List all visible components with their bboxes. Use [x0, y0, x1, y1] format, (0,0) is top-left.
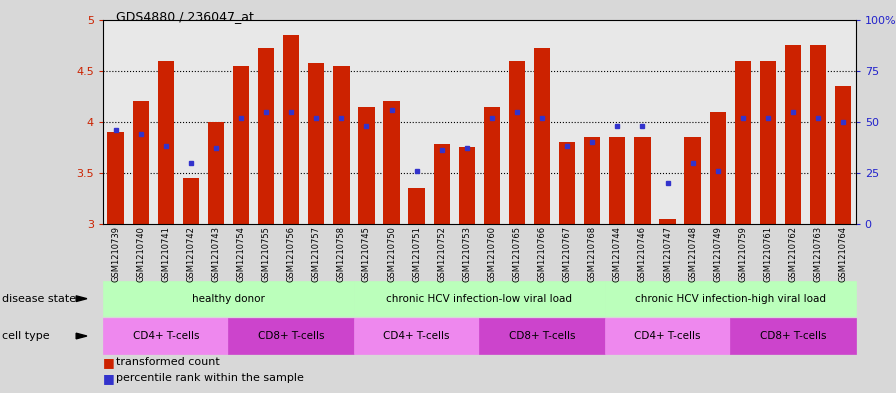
Text: CD4+ T-cells: CD4+ T-cells [133, 331, 199, 341]
Text: GSM1210760: GSM1210760 [487, 226, 496, 282]
Bar [760, 61, 776, 224]
Text: GSM1210758: GSM1210758 [337, 226, 346, 282]
Text: GSM1210762: GSM1210762 [788, 226, 797, 282]
Text: GSM1210741: GSM1210741 [161, 226, 170, 282]
Bar [283, 35, 299, 224]
Text: GSM1210752: GSM1210752 [437, 226, 446, 282]
Bar [233, 66, 249, 224]
Bar [183, 178, 199, 224]
Text: GSM1210750: GSM1210750 [387, 226, 396, 282]
Bar [735, 61, 751, 224]
Bar [108, 132, 124, 224]
Bar [559, 142, 575, 224]
Text: GSM1210766: GSM1210766 [538, 226, 547, 282]
Bar [484, 107, 500, 224]
Text: GSM1210743: GSM1210743 [211, 226, 220, 282]
Text: healthy donor: healthy donor [192, 294, 265, 304]
Text: GSM1210763: GSM1210763 [814, 226, 823, 282]
Text: transformed count: transformed count [116, 357, 220, 367]
Bar [333, 66, 349, 224]
Text: percentile rank within the sample: percentile rank within the sample [116, 373, 305, 383]
Text: GSM1210744: GSM1210744 [613, 226, 622, 282]
Bar [810, 45, 826, 224]
Bar [835, 86, 851, 224]
Bar [308, 62, 324, 224]
Text: GSM1210739: GSM1210739 [111, 226, 120, 282]
Bar [383, 101, 400, 224]
Text: ■: ■ [103, 371, 115, 385]
Text: GSM1210761: GSM1210761 [763, 226, 772, 282]
Text: CD8+ T-cells: CD8+ T-cells [760, 331, 826, 341]
Bar [133, 101, 149, 224]
Text: GSM1210746: GSM1210746 [638, 226, 647, 282]
Bar [258, 48, 274, 224]
Text: GSM1210767: GSM1210767 [563, 226, 572, 282]
Text: disease state: disease state [2, 294, 76, 304]
Bar [158, 61, 174, 224]
Bar [634, 137, 650, 224]
Text: GSM1210768: GSM1210768 [588, 226, 597, 282]
Text: GSM1210745: GSM1210745 [362, 226, 371, 282]
Text: cell type: cell type [2, 331, 49, 341]
Text: GSM1210753: GSM1210753 [462, 226, 471, 282]
Text: GSM1210742: GSM1210742 [186, 226, 195, 282]
Bar [409, 188, 425, 224]
Bar [358, 107, 375, 224]
Bar [785, 45, 801, 224]
Text: chronic HCV infection-low viral load: chronic HCV infection-low viral load [386, 294, 573, 304]
Bar [609, 137, 625, 224]
Text: GSM1210757: GSM1210757 [312, 226, 321, 282]
Text: chronic HCV infection-high viral load: chronic HCV infection-high viral load [634, 294, 826, 304]
Text: GSM1210754: GSM1210754 [237, 226, 246, 282]
Text: GDS4880 / 236047_at: GDS4880 / 236047_at [116, 10, 254, 23]
Bar [685, 137, 701, 224]
Text: GSM1210740: GSM1210740 [136, 226, 145, 282]
Bar [208, 122, 224, 224]
Text: GSM1210759: GSM1210759 [738, 226, 747, 282]
Bar [659, 219, 676, 224]
Bar [509, 61, 525, 224]
Text: GSM1210748: GSM1210748 [688, 226, 697, 282]
Text: GSM1210756: GSM1210756 [287, 226, 296, 282]
Text: CD4+ T-cells: CD4+ T-cells [383, 331, 450, 341]
Bar [434, 144, 450, 224]
Text: GSM1210765: GSM1210765 [513, 226, 521, 282]
Text: CD4+ T-cells: CD4+ T-cells [634, 331, 701, 341]
Text: ■: ■ [103, 356, 115, 369]
Text: GSM1210747: GSM1210747 [663, 226, 672, 282]
Text: CD8+ T-cells: CD8+ T-cells [509, 331, 575, 341]
Text: GSM1210755: GSM1210755 [262, 226, 271, 282]
Text: CD8+ T-cells: CD8+ T-cells [258, 331, 324, 341]
Text: GSM1210751: GSM1210751 [412, 226, 421, 282]
Text: GSM1210749: GSM1210749 [713, 226, 722, 282]
Bar [459, 147, 475, 224]
Bar [584, 137, 600, 224]
Text: GSM1210764: GSM1210764 [839, 226, 848, 282]
Bar [710, 112, 726, 224]
Bar [534, 48, 550, 224]
